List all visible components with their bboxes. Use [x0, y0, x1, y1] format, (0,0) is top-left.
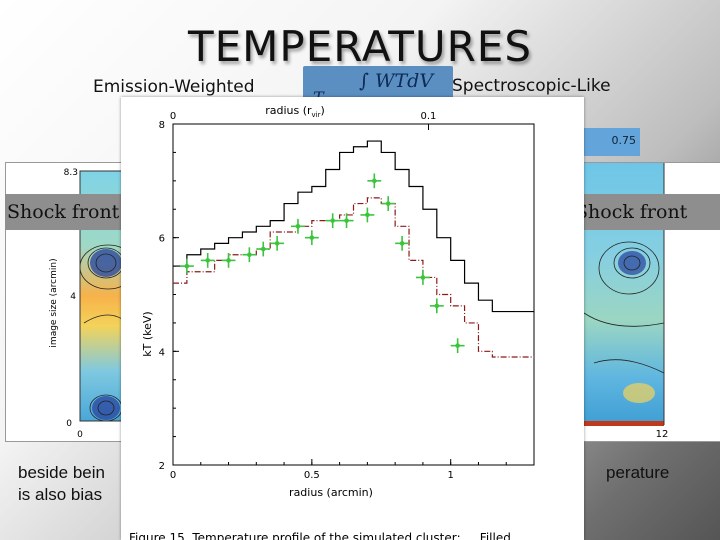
spectroscopic-like-label: Spectroscopic-Like [452, 76, 611, 96]
series-black-step [173, 140, 534, 313]
green-data-point [429, 298, 444, 314]
chart-top-xlabel: radius (rvir) [265, 104, 325, 119]
shock-front-right-text: Shock front [584, 201, 688, 223]
emission-weighted-label: Emission-Weighted [93, 77, 255, 97]
green-data-point [221, 253, 236, 268]
chart-ytick-label: 8 [159, 120, 165, 131]
chart-ytick-label: 6 [159, 234, 165, 245]
formula-exponent: 0.75 [611, 134, 637, 147]
green-data-point [395, 235, 410, 251]
green-marker [330, 218, 335, 223]
green-marker [184, 263, 190, 269]
green-marker [309, 235, 315, 240]
chart-xlabel: radius (arcmin) [289, 486, 373, 499]
bottom-text-line2-left: is also bias [18, 485, 103, 504]
chart-xtick-label: 0 [170, 470, 176, 481]
green-data-point [242, 247, 257, 263]
green-marker [372, 178, 377, 184]
bottom-text-line1-right: perature [606, 463, 670, 482]
chart-xtick-label: 1 [448, 470, 454, 481]
shock-front-right: Shock front [584, 194, 720, 230]
green-marker [455, 343, 460, 348]
chart-ytick-label: 4 [159, 347, 165, 358]
green-marker [274, 241, 280, 246]
series-red-dashdot-step [173, 197, 534, 358]
left-map-ytick-mid: 4 [70, 292, 76, 302]
green-data-point [304, 230, 319, 246]
green-marker [385, 201, 391, 206]
green-marker [295, 224, 301, 229]
green-data-point [291, 218, 305, 234]
green-marker [420, 275, 426, 280]
temperature-profile-figure: 0 0.5 1 2 4 6 8 0 0.1 radius (rvir) radius (arcm… [121, 97, 584, 540]
left-map-xtick: 0 [77, 430, 83, 440]
formula-exponent-box: 0.75 [584, 128, 640, 156]
green-data-point [179, 258, 194, 274]
left-map-ylabel: image size (arcmin) [49, 258, 59, 347]
chart-xtick-label: 0.5 [304, 470, 320, 481]
left-map-ytick-top: 8.3 [64, 168, 78, 178]
chart-caption: Figure 15. Temperature profile of the si… [129, 531, 511, 540]
chart-top-xlabel-sub: vir [312, 111, 321, 119]
formula-text: ∫ WTdV [359, 70, 434, 92]
green-marker [260, 246, 266, 252]
chart-top-tick-label: 0 [170, 111, 176, 122]
shock-front-left: Shock front [5, 194, 123, 230]
green-data-point [415, 270, 430, 285]
formula-integrand: WTdV [374, 70, 434, 92]
green-marker [399, 241, 405, 246]
green-data-point [381, 196, 396, 211]
green-data-point [360, 207, 375, 223]
green-data-point [200, 253, 215, 268]
green-data-point [256, 241, 271, 257]
right-map-xtick: 12 [656, 429, 669, 440]
green-marker [226, 258, 231, 263]
green-data-point [270, 235, 285, 251]
green-marker [365, 212, 370, 218]
slide-title: TEMPERATURES [187, 22, 533, 71]
chart-top-xlabel-main: radius (r [265, 104, 312, 117]
green-data-point [325, 213, 340, 229]
green-marker [205, 258, 211, 263]
green-marker [434, 303, 440, 309]
chart-ylabel: kT (keV) [141, 311, 154, 356]
green-data-point [450, 338, 465, 354]
green-marker [344, 218, 349, 223]
left-map-ytick-bottom: 0 [66, 419, 72, 429]
green-data-point [339, 213, 354, 229]
chart-plot-frame [172, 123, 535, 466]
chart-top-tick-label: 0.1 [421, 111, 437, 122]
chart-top-xlabel-end: ) [321, 104, 325, 117]
bottom-text-line1-left: beside bein [18, 463, 105, 482]
green-marker [247, 252, 252, 258]
chart-ytick-label: 2 [159, 461, 165, 472]
green-data-point [367, 173, 382, 189]
